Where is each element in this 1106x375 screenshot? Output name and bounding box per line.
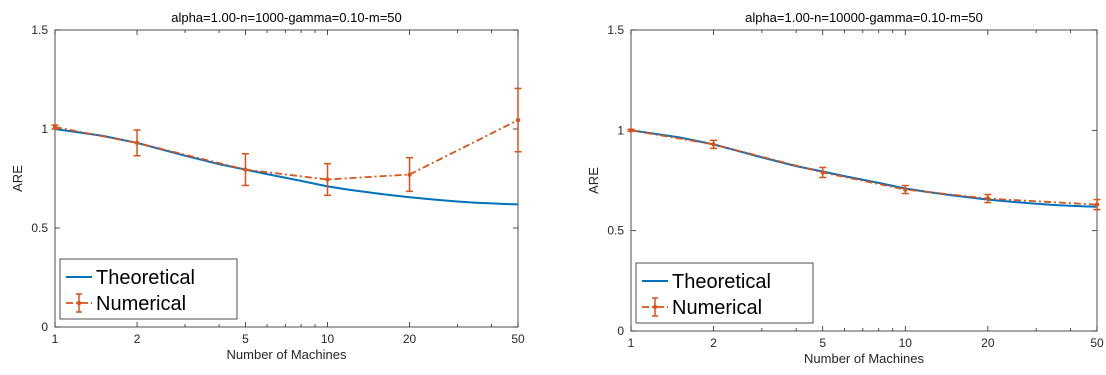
legend-theoretical-label: Theoretical: [96, 267, 195, 289]
x-tick-label: 10: [321, 332, 335, 346]
y-tick-label: 1: [617, 123, 624, 137]
data-point: [628, 128, 634, 133]
chart-panel-1: 1 2 5 10 20 50 0 0.5 1 1.5 alpha=1.00-n=1000-gamma…: [10, 10, 525, 362]
y-tick-label: 0: [617, 324, 624, 338]
y-axis-label: ARE: [586, 167, 601, 194]
x-axis-label: Number of Machines: [227, 347, 347, 362]
x-tick-label: 20: [403, 332, 417, 346]
y-tick-label: 1.5: [607, 23, 624, 37]
y-axis-label: ARE: [10, 165, 25, 192]
x-tick-label: 2: [134, 332, 141, 346]
legend-theoretical-label: Theoretical: [672, 271, 771, 293]
x-tick-label: 1: [628, 336, 635, 350]
y-tick-label: 0: [41, 320, 48, 334]
x-tick-label: 5: [819, 336, 826, 350]
x-tick-label: 2: [710, 336, 717, 350]
chart-title: alpha=1.00-n=10000-gamma=0.10-m=50: [745, 10, 983, 25]
x-tick-label: 20: [981, 336, 995, 350]
legend-numerical-label: Numerical: [96, 293, 186, 315]
data-point: [1094, 202, 1100, 207]
x-tick-label: 10: [899, 336, 913, 350]
legend-numerical-marker: [76, 300, 82, 306]
legend-numerical-marker: [652, 304, 658, 310]
x-tick-label: 5: [242, 332, 249, 346]
data-point: [985, 196, 991, 201]
data-point: [903, 187, 908, 192]
data-point: [52, 124, 58, 130]
y-tick-label: 1.5: [31, 23, 48, 37]
data-point: [134, 140, 140, 146]
y-tick-label: 1: [41, 122, 48, 136]
data-point: [243, 167, 248, 172]
y-tick-label: 0.5: [607, 224, 624, 238]
data-point: [407, 172, 412, 177]
chart-title: alpha=1.00-n=1000-gamma=0.10-m=50: [171, 10, 402, 25]
legend-box: [635, 262, 814, 324]
series-numerical-line: [54, 119, 519, 181]
x-tick-label: 50: [511, 332, 525, 346]
x-tick-label: 50: [1090, 336, 1104, 350]
legend-numerical-label: Numerical: [672, 297, 762, 319]
x-tick-label: 1: [52, 332, 59, 346]
legend: Theoretical Numerical: [59, 258, 238, 320]
y-tick-label: 0.5: [31, 221, 48, 235]
legend: Theoretical Numerical: [635, 262, 814, 324]
legend-box: [59, 258, 238, 320]
data-point: [515, 117, 521, 123]
data-point: [820, 170, 825, 175]
chart-panel-2: 1 2 5 10 20 50 0 0.5 1 1.5 alpha=1.00-n=10000-gamm…: [586, 10, 1104, 366]
x-axis-label: Number of Machines: [804, 351, 924, 366]
data-point: [711, 142, 716, 147]
data-point: [325, 177, 330, 182]
